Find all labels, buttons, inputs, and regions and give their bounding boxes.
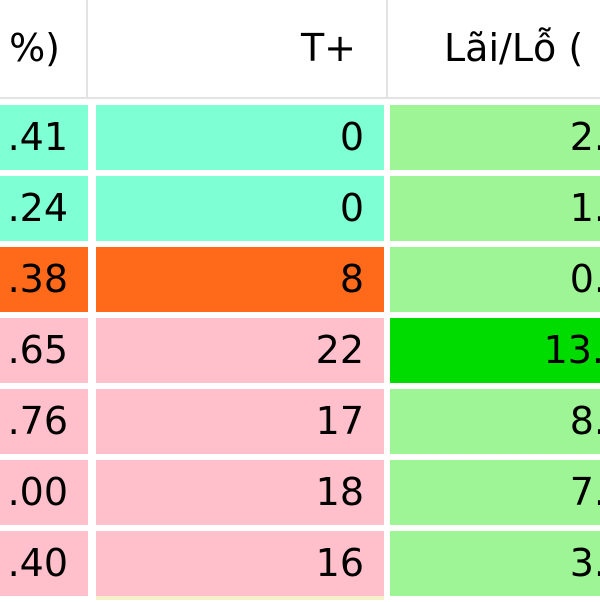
table-row[interactable]: .410 2. bbox=[0, 105, 600, 176]
cell-profit-loss-value: 8. bbox=[569, 399, 600, 443]
cell-percent[interactable]: .76 bbox=[0, 389, 88, 454]
cell-t-plus[interactable]: 16 bbox=[96, 531, 384, 596]
cell-t-plus[interactable]: 22 bbox=[96, 318, 384, 383]
cell-profit-loss[interactable]: 8. bbox=[390, 389, 600, 454]
cell-percent[interactable]: .65 bbox=[0, 318, 88, 383]
table-row[interactable]: .65 22 13. bbox=[0, 318, 600, 389]
cell-percent[interactable]: .41 bbox=[0, 105, 88, 170]
cell-percent[interactable]: .38 bbox=[0, 247, 88, 312]
table-header: %) T+ Lãi/Lỗ ( bbox=[0, 0, 600, 99]
cell-t-plus[interactable]: 8 bbox=[96, 247, 384, 312]
cell-profit-loss-value: 3. bbox=[569, 541, 600, 585]
cell-t-plus[interactable]: 0 bbox=[96, 176, 384, 241]
column-header-t-plus[interactable]: T+ bbox=[90, 0, 388, 97]
table-row[interactable]: .388 0. bbox=[0, 247, 600, 318]
cell-profit-loss[interactable]: 7. bbox=[390, 460, 600, 525]
cell-profit-loss-value: 7. bbox=[569, 470, 600, 514]
cell-percent[interactable]: .40 bbox=[0, 531, 88, 596]
next-row-edge bbox=[96, 596, 384, 600]
cell-profit-loss-value: 13. bbox=[543, 328, 600, 372]
cell-profit-loss-value: 0. bbox=[569, 257, 600, 301]
cell-profit-loss[interactable]: 13. bbox=[390, 318, 600, 383]
table-row[interactable]: .240 1. bbox=[0, 176, 600, 247]
cell-t-plus[interactable]: 17 bbox=[96, 389, 384, 454]
cell-percent[interactable]: .24 bbox=[0, 176, 88, 241]
column-header-profit-loss[interactable]: Lãi/Lỗ ( bbox=[444, 26, 584, 70]
cell-profit-loss[interactable]: 2. bbox=[390, 105, 600, 170]
cell-t-plus[interactable]: 0 bbox=[96, 105, 384, 170]
cell-percent[interactable]: .00 bbox=[0, 460, 88, 525]
cell-profit-loss-value: 1. bbox=[569, 186, 600, 230]
column-header-percent[interactable]: %) bbox=[0, 0, 88, 97]
cell-profit-loss[interactable]: 1. bbox=[390, 176, 600, 241]
cell-profit-loss[interactable]: 3. bbox=[390, 531, 600, 596]
cell-profit-loss-value: 2. bbox=[569, 115, 600, 159]
cell-profit-loss[interactable]: 0. bbox=[390, 247, 600, 312]
cell-t-plus[interactable]: 18 bbox=[96, 460, 384, 525]
